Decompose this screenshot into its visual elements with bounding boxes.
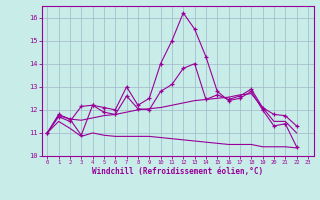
X-axis label: Windchill (Refroidissement éolien,°C): Windchill (Refroidissement éolien,°C) bbox=[92, 167, 263, 176]
